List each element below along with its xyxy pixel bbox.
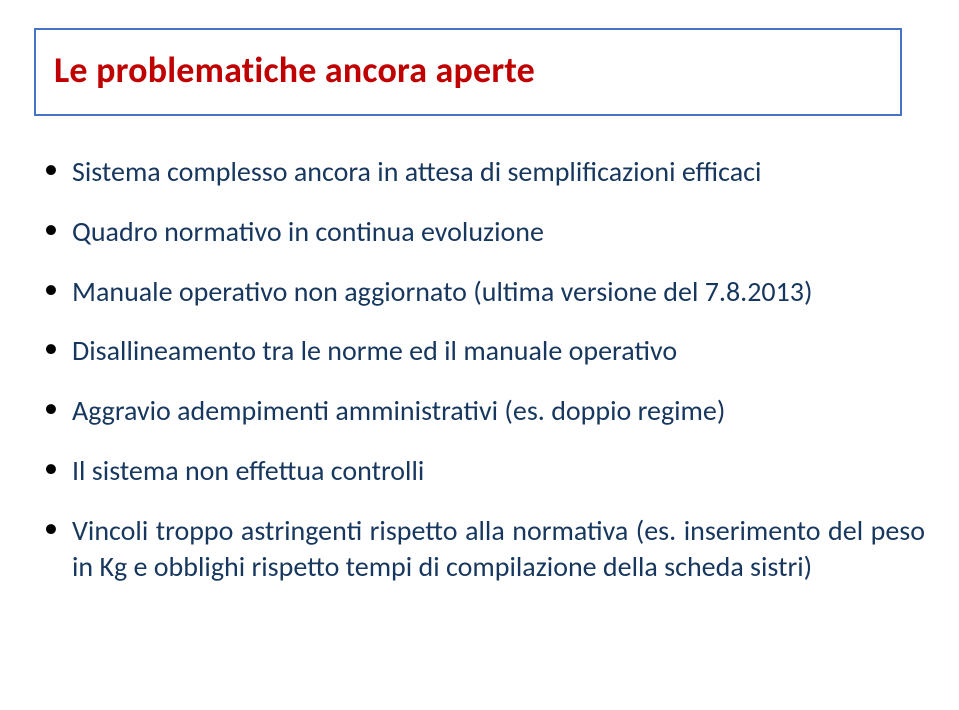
list-item-text: Aggravio adempimenti amministrativi (es.… [72, 393, 725, 428]
list-item: Manuale operativo non aggiornato (ultima… [38, 274, 925, 310]
list-item: Disallineamento tra le norme ed il manua… [38, 333, 925, 369]
list-item-text: Disallineamento tra le norme ed il manua… [72, 333, 677, 368]
slide: Le problematiche ancora aperte Sistema c… [0, 0, 959, 710]
list-item: Sistema complesso ancora in attesa di se… [38, 154, 925, 190]
bullet-list: Sistema complesso ancora in attesa di se… [38, 154, 925, 585]
list-item-text: Quadro normativo in continua evoluzione [72, 214, 544, 249]
slide-body: Sistema complesso ancora in attesa di se… [34, 154, 925, 585]
list-item: Il sistema non effettua controlli [38, 453, 925, 489]
list-item-text: Manuale operativo non aggiornato (ultima… [72, 274, 812, 309]
list-item: Aggravio adempimenti amministrativi (es.… [38, 393, 925, 429]
list-item: Quadro normativo in continua evoluzione [38, 214, 925, 250]
list-item-text: Sistema complesso ancora in attesa di se… [72, 154, 761, 189]
list-item-text: Il sistema non effettua controlli [72, 453, 424, 488]
title-box: Le problematiche ancora aperte [34, 28, 902, 116]
list-item-text: Vincoli troppo astringenti rispetto alla… [72, 513, 925, 584]
slide-title: Le problematiche ancora aperte [54, 48, 882, 92]
list-item: Vincoli troppo astringenti rispetto alla… [38, 513, 925, 585]
